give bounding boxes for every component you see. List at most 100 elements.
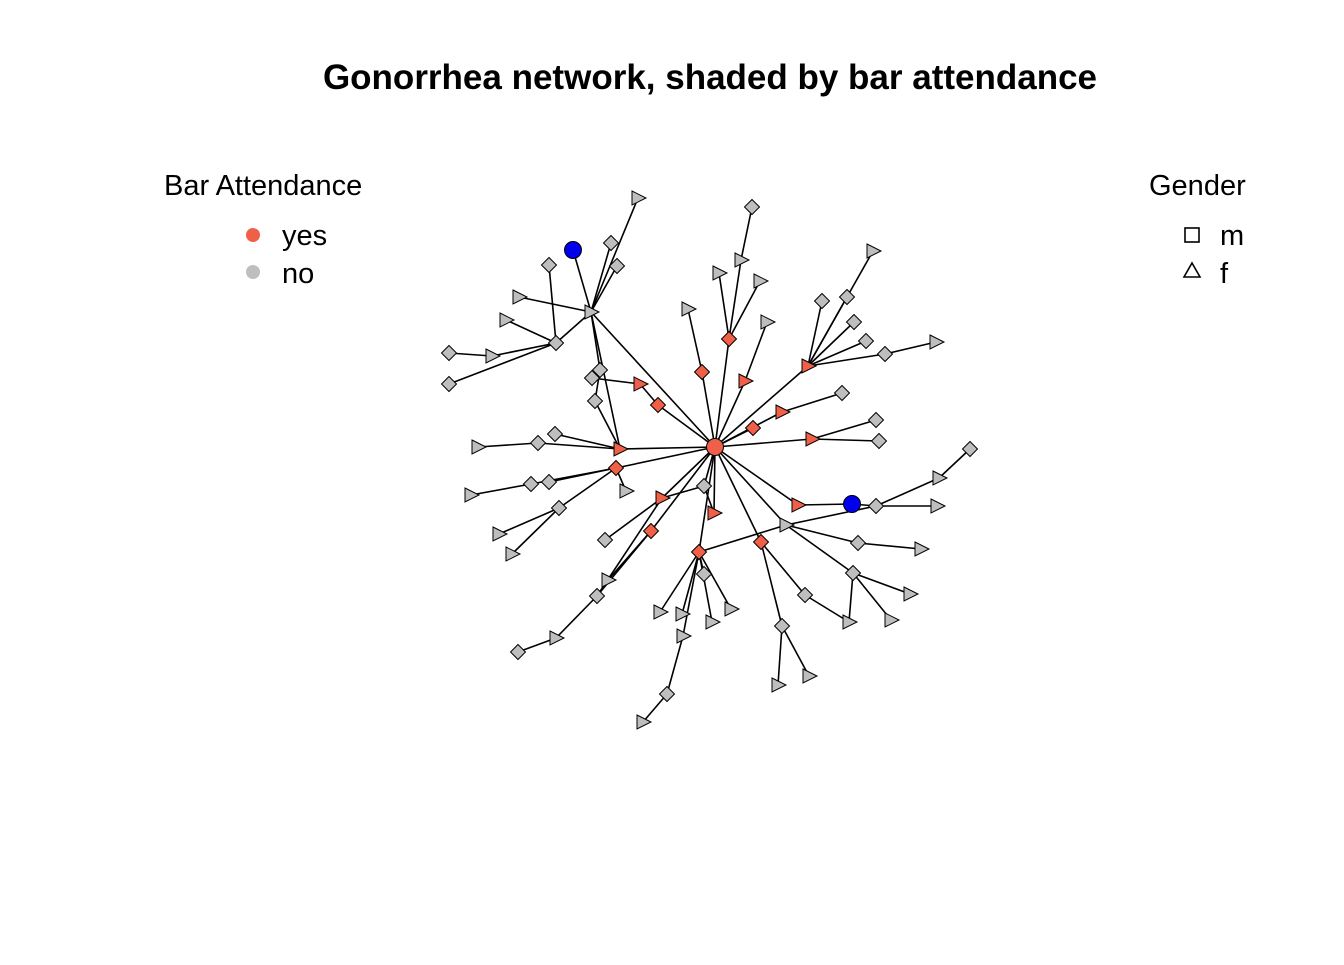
edge-g21-g20 — [740, 206, 753, 261]
edge-r9-g39 — [811, 438, 880, 442]
edge-hub-r9 — [714, 438, 813, 448]
node-g42 — [471, 439, 488, 455]
node-g1 — [631, 190, 648, 206]
node-g3 — [608, 257, 626, 275]
edges — [448, 197, 971, 723]
edge-r10-g5 — [590, 311, 621, 450]
edge-hub-g5 — [590, 311, 716, 448]
edge-r12-g60 — [661, 485, 705, 499]
node-r12 — [655, 490, 672, 506]
node-g8 — [547, 334, 565, 352]
node-g10 — [440, 344, 458, 362]
edge-r1-g23 — [728, 280, 761, 340]
node-r1 — [720, 330, 738, 348]
edge-r1-g22 — [718, 272, 730, 340]
edge-r15-g70 — [698, 551, 732, 610]
legend-triangle-icon — [1182, 261, 1202, 278]
node-g65 — [549, 630, 566, 646]
edge-g35-g36 — [884, 341, 937, 355]
edge-r8-g32 — [807, 296, 848, 367]
node-g47 — [619, 483, 636, 499]
edge-r15-g67 — [659, 551, 700, 613]
edge-g85-g84 — [848, 572, 854, 623]
node-r17 — [791, 497, 808, 513]
edge-g92-g93 — [938, 448, 971, 479]
edge-g5-g2 — [590, 242, 612, 313]
node-g35 — [876, 345, 894, 363]
node-g85 — [844, 564, 862, 582]
node-r11 — [607, 459, 625, 477]
edge-r1-g21 — [728, 259, 742, 340]
node-g41 — [529, 434, 547, 452]
edge-r15-g68 — [681, 551, 700, 615]
node-r6 — [744, 419, 762, 437]
legend-m-label: m — [1220, 220, 1245, 252]
edge-r9-g38 — [811, 419, 877, 440]
nodes — [440, 190, 979, 730]
edge-hub-r17 — [714, 446, 799, 506]
legend-yes-swatch — [246, 228, 260, 242]
edge-g83-g84 — [804, 594, 850, 623]
node-g4 — [540, 256, 558, 274]
node-g89 — [914, 541, 931, 557]
edge-hub-r4 — [657, 404, 716, 448]
node-r13 — [707, 505, 724, 521]
node-g21 — [734, 252, 751, 268]
edge-r15-g69 — [698, 551, 713, 623]
legend-no-label: no — [282, 258, 315, 290]
node-g88 — [849, 534, 867, 552]
node-r2 — [693, 363, 711, 381]
edge-r10-g40 — [554, 433, 621, 450]
edge-g8-g7 — [505, 319, 557, 344]
node-g13 — [583, 369, 601, 387]
node-g83 — [796, 586, 814, 604]
node-g7 — [499, 312, 516, 328]
node-g70 — [724, 601, 741, 617]
legend-f-label: f — [1220, 258, 1229, 290]
node-g90 — [867, 497, 885, 515]
edge-g80-g81 — [777, 625, 783, 686]
node-hub — [706, 438, 724, 456]
plot-title: Gonorrhea network, shaded by bar attenda… — [322, 58, 1098, 97]
node-g49 — [505, 546, 522, 562]
node-g61 — [779, 517, 796, 533]
legend-gender-title: Gender — [1149, 170, 1246, 202]
node-g63 — [601, 572, 618, 588]
node-g33 — [845, 313, 863, 331]
node-g44 — [522, 475, 540, 493]
node-g80 — [773, 617, 791, 635]
node-r5 — [633, 376, 650, 392]
edge-r2-g24 — [687, 308, 703, 373]
node-g40 — [546, 425, 564, 443]
node-g2 — [602, 234, 620, 252]
edge-r7-g37 — [781, 392, 843, 413]
edge-g5-b1 — [572, 249, 592, 313]
node-g25 — [760, 314, 777, 330]
node-g6 — [512, 289, 529, 305]
node-g38 — [867, 411, 885, 429]
edge-g5-g12 — [590, 311, 601, 371]
node-r15 — [690, 543, 708, 561]
edge-g46-g48 — [498, 507, 560, 535]
node-g50 — [596, 531, 614, 549]
node-g91 — [930, 498, 947, 514]
node-g5 — [584, 304, 601, 320]
legend-yes-label: yes — [282, 220, 328, 252]
node-g93 — [961, 440, 979, 458]
node-g86 — [884, 612, 901, 628]
edge-r5-g13 — [591, 377, 641, 385]
node-r16 — [752, 533, 770, 551]
node-g45 — [464, 487, 481, 503]
node-g92 — [932, 470, 949, 486]
edge-hub-r15 — [698, 446, 716, 553]
node-g23 — [753, 273, 770, 289]
edge-g85-g86 — [852, 572, 892, 621]
edge-r8-g33 — [807, 321, 855, 367]
edge-hub-r13 — [713, 446, 716, 514]
edge-g5-g3 — [590, 265, 618, 313]
node-g12 — [591, 361, 609, 379]
edge-hub-r2 — [701, 371, 716, 448]
legend-no-swatch — [246, 265, 260, 279]
